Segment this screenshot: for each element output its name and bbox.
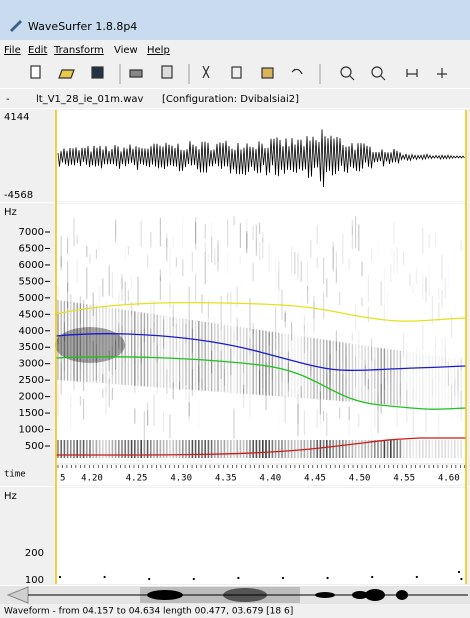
frequency-label: 2000 [19,392,44,403]
pitch-point [371,575,374,579]
formant-track [55,333,467,372]
frequency-label: 3000 [19,359,44,370]
menu-item[interactable]: File [4,45,21,56]
time-tick-label: 4.45 [304,474,326,484]
pitch-unit: Hz [4,491,17,502]
overview-waveform [28,588,468,602]
title-bar [0,0,470,40]
file-name: lt_V1_28_ie_01m.wav [36,94,144,105]
time-tick-label: 4.60 [438,474,460,484]
spectral-energy [55,327,125,363]
pitch-point [415,575,418,579]
pitch-point [457,570,461,574]
file-bar [0,89,470,108]
waveform [57,129,465,188]
formant-track [55,437,466,456]
menu-bar [0,40,470,58]
time-tick-label: 4.55 [393,474,415,484]
frequency-label: 2500 [19,375,44,386]
configuration: [Configuration: Dvibalsiai2] [162,94,299,105]
frequency-label: 5500 [19,276,44,287]
pitch-label: 100 [25,575,44,586]
menu-item[interactable]: Transform [53,45,104,56]
time-tick-label: 4.20 [81,474,103,484]
frequency-label: 7000 [19,227,44,238]
frequency-label: 4000 [19,326,44,337]
pitch-point [237,576,240,580]
window-title: WaveSurfer 1.8.8p4 [28,20,137,33]
status-text: Waveform - from 04.157 to 04.634 length … [4,607,293,617]
frequency-label: 1500 [19,408,44,419]
frequency-label: 1000 [19,425,44,436]
pitch-point [103,575,106,579]
toolbar-icons[interactable] [30,64,447,84]
pitch-point [281,576,285,580]
pitch-point [326,576,329,580]
waveform-max: 4144 [4,112,29,123]
frequency-label: 5000 [19,293,44,304]
app-icon [10,20,22,32]
waveform-min: -4568 [4,190,33,201]
time-tick-label: 4.30 [170,474,192,484]
frequency-label: 6000 [19,260,44,271]
menu-item[interactable]: View [114,45,138,56]
time-label: time [4,470,26,480]
pitch-point [460,577,463,581]
formant-track [55,356,467,410]
menu-item[interactable]: Edit [28,45,47,56]
pitch-area [56,488,466,584]
menu-item[interactable]: Help [147,45,170,56]
frequency-label: 4500 [19,309,44,320]
time-tick-label: 4.40 [260,474,282,484]
time-tick-label: 5 [60,474,65,484]
status-bar [0,604,470,618]
pitch-point [58,575,62,579]
pitch-label: 200 [25,548,44,559]
file-dash: - [6,94,10,105]
spectrogram-unit: Hz [4,207,17,218]
frequency-label: 3500 [19,342,44,353]
time-axis-area [56,465,466,485]
pitch-point [192,577,195,581]
frequency-label: 6500 [19,243,44,254]
spectrogram [55,216,463,458]
pitch-point [148,577,151,581]
time-tick-label: 4.35 [215,474,237,484]
formant-track [55,301,467,322]
time-tick-label: 4.25 [126,474,148,484]
time-tick-label: 4.50 [349,474,371,484]
frequency-label: 500 [25,441,44,452]
